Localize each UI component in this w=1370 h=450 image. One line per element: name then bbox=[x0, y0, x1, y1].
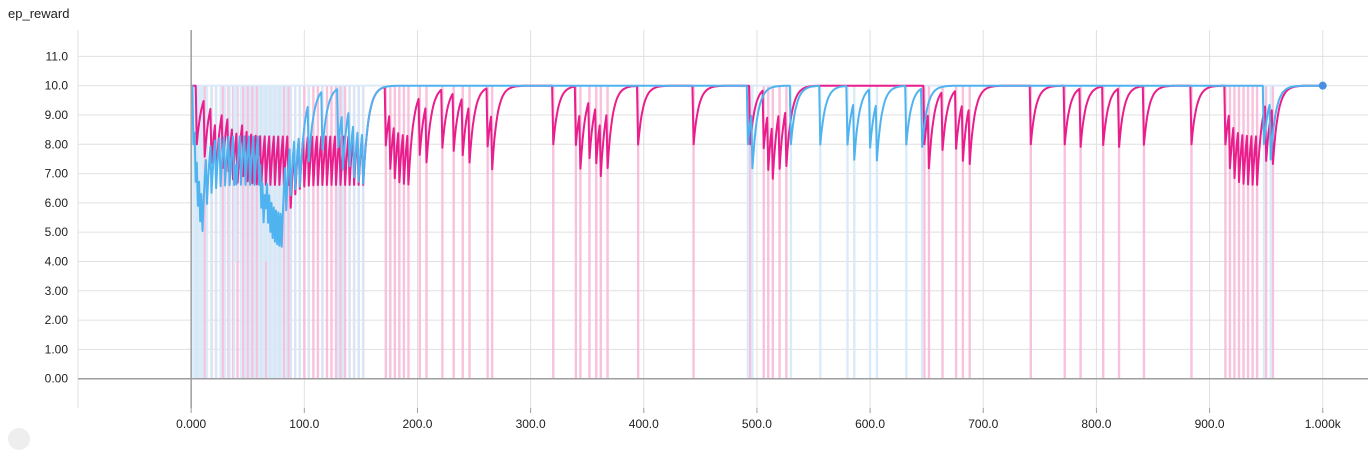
y-tick-label: 0.00 bbox=[45, 372, 69, 386]
y-tick-label: 9.00 bbox=[45, 108, 69, 122]
axes bbox=[78, 30, 1368, 408]
y-tick-label: 8.00 bbox=[45, 137, 69, 151]
y-tick-label: 4.00 bbox=[45, 254, 69, 268]
x-tick-label: 400.0 bbox=[629, 417, 659, 431]
smoothed-lines-layer bbox=[191, 84, 1323, 248]
chart-title: ep_reward bbox=[8, 6, 70, 21]
y-tick-label: 1.00 bbox=[45, 342, 69, 356]
raw-data-layer bbox=[191, 84, 1323, 379]
x-tick-label: 100.0 bbox=[289, 417, 319, 431]
x-tick-label: 200.0 bbox=[402, 417, 432, 431]
x-tick-label: 0.000 bbox=[176, 417, 206, 431]
x-tick-label: 800.0 bbox=[1081, 417, 1111, 431]
end-point-marker[interactable] bbox=[1318, 81, 1327, 90]
x-tick-label: 500.0 bbox=[742, 417, 772, 431]
y-tick-label: 5.00 bbox=[45, 225, 69, 239]
x-tick-label: 700.0 bbox=[968, 417, 998, 431]
y-tick-label: 2.00 bbox=[45, 313, 69, 327]
smoothed-series-line-1[interactable] bbox=[191, 84, 1323, 248]
y-tick-label: 11.0 bbox=[46, 49, 69, 63]
x-tick-label: 600.0 bbox=[855, 417, 885, 431]
y-tick-label: 7.00 bbox=[45, 167, 69, 181]
y-tick-label: 6.00 bbox=[45, 196, 69, 210]
end-marker-layer bbox=[1318, 81, 1327, 90]
tick-labels: 0.000 100.0 200.0 300.0 400.0 500.0 600.0 700.0… bbox=[45, 49, 1342, 431]
y-tick-label: 3.00 bbox=[45, 284, 69, 298]
x-tick-label: 300.0 bbox=[516, 417, 546, 431]
y-tick-label: 10.0 bbox=[45, 79, 69, 93]
expand-handle[interactable] bbox=[8, 428, 30, 450]
x-tick-label: 1.000k bbox=[1305, 417, 1342, 431]
plot-area[interactable]: 0.000 100.0 200.0 300.0 400.0 500.0 600.0 700.0… bbox=[0, 0, 1370, 435]
x-tick-label: 900.0 bbox=[1195, 417, 1225, 431]
